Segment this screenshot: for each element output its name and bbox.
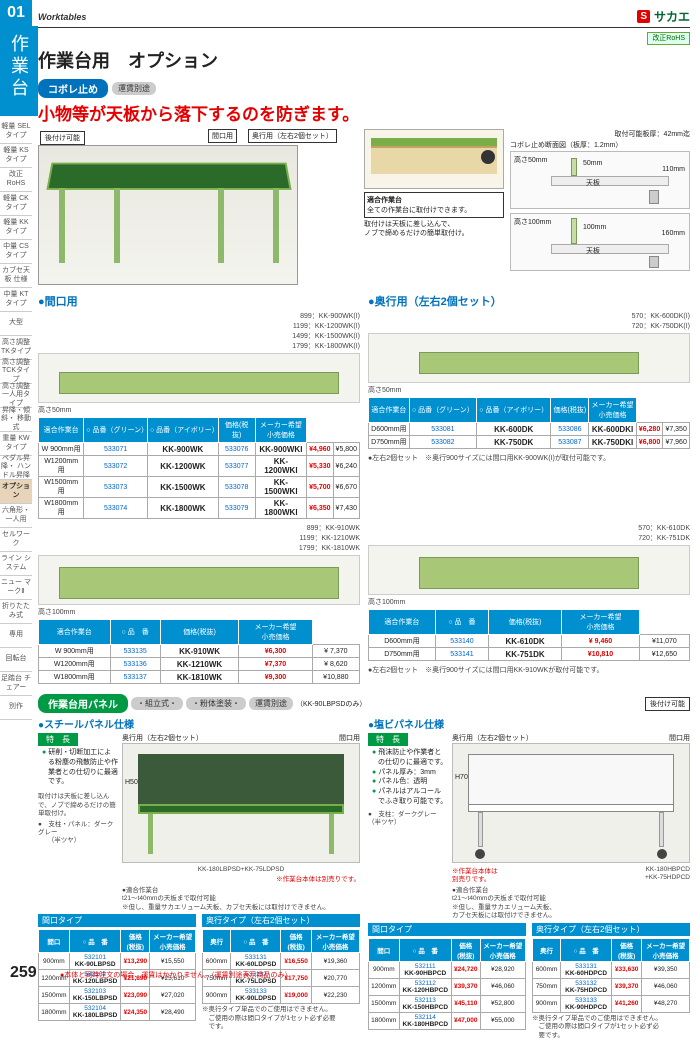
compat-text: 全ての作業台に取付けできます。 — [367, 207, 471, 214]
side-item: 折りたたみ式 — [0, 600, 32, 624]
okuyuki-height: 高さ50mm — [368, 385, 690, 395]
compat-title: 適合作業台 — [367, 197, 402, 204]
dimension-diagram-50: 高さ50mm 50mm 110mm 天板 — [510, 151, 690, 209]
chapter-title: 作業台 — [0, 26, 38, 116]
maguchi-dims: 899：KK-900WK(I) 1199：KK-1200WK(I) 1499：K… — [38, 311, 360, 351]
side-item: 高さ調整 TKタイプ — [0, 336, 32, 360]
side-item: 足踏台 チェアー — [0, 672, 32, 696]
section2-tag: 作業台用パネル — [38, 694, 128, 713]
vinyl-maguchi-table: 間口○ 品 番価格(税抜)メーカー希望小売価格900mm532111KK-90H… — [368, 938, 526, 1030]
shipping-tag: 運賃別途 — [112, 82, 156, 95]
okuyuki100-image — [368, 545, 690, 595]
side-item: 大型 — [0, 312, 32, 336]
detail-illustration — [364, 129, 504, 189]
vinyl-okuyuki-table: 奥行○ 品 番価格(税抜)メーカー希望小売価格600mm533131KK-60H… — [532, 938, 690, 1013]
section-tag: コボレ止め — [38, 79, 108, 98]
okuyuki-note: ●左右2個セット ※奥行900サイズには間口用KK-900WK(I)が取付可能で… — [368, 453, 690, 463]
maguchi100-image — [38, 555, 360, 605]
side-item: オプション — [0, 480, 32, 504]
side-item: 軽量 KSタイプ — [0, 144, 32, 168]
retrofit-badge: 後付け可能 — [40, 131, 85, 145]
side-item: 昇降・傾斜・ 移動式 — [0, 408, 32, 432]
logo-text: サカエ — [654, 8, 690, 25]
page-number: 259 — [10, 964, 37, 982]
label-okuyuki: 奥行用（左右2個セット） — [248, 129, 337, 143]
side-item: 別作 — [0, 696, 32, 720]
headline: 小物等が天板から落下するのを防ぎます。 — [38, 100, 690, 125]
side-item: 軽量 CKタイプ — [0, 192, 32, 216]
maguchi-image — [38, 353, 360, 403]
steel-panel-photo: H500 — [122, 743, 360, 863]
dim-sub: 取付可能板厚：42mm迄 — [510, 129, 690, 139]
side-items-list: 軽量 SELタイプ軽量 KSタイプ改正RoHS軽量 CKタイプ軽量 KKタイプ中… — [0, 120, 32, 720]
logo-s-icon: S — [637, 10, 650, 23]
side-item: ライン システム — [0, 552, 32, 576]
side-item: 軽量 KKタイプ — [0, 216, 32, 240]
side-item: 軽量 SELタイプ — [0, 120, 32, 144]
maguchi100-table: 適合作業台○ 品 番価格(税抜)メーカー希望小売価格W 900mm用533135… — [38, 619, 360, 684]
side-item: 改正RoHS — [0, 168, 32, 192]
page-header: Worktables S サカエ — [38, 8, 690, 28]
side-item: セルワーク — [0, 528, 32, 552]
dimension-diagram-100: 高さ100mm 100mm 160mm 天板 — [510, 213, 690, 271]
label-maguchi: 間口用 — [208, 129, 237, 143]
maguchi-title: 間口用 — [38, 293, 360, 309]
dim-title: コボレ止め断面図（板厚：1.2mm） — [510, 140, 690, 150]
side-item: 高さ調整 一人用タイプ — [0, 384, 32, 408]
okuyuki100-table: 適合作業台○ 品 番価格(税抜)メーカー希望小売価格D600mm用533140K… — [368, 609, 690, 661]
side-item: 中量 CSタイプ — [0, 240, 32, 264]
install-note: 取付けは天板に差し込んで、 ノブで締めるだけの簡単取付け。 — [364, 220, 504, 238]
chapter-number: 01 — [0, 0, 32, 26]
maguchi-height: 高さ50mm — [38, 405, 360, 415]
vinyl-title: 塩ビパネル仕様 — [368, 716, 690, 731]
side-item: 専用 — [0, 624, 32, 648]
okuyuki-dims: 570：KK-600DK(I) 720：KK-750DK(I) — [368, 311, 690, 331]
okuyuki-table: 適合作業台○ 品番（グリーン）○ 品番（アイボリー）価格(税抜)メーカー希望小売… — [368, 397, 690, 449]
vinyl-features: 飛沫防止や作業者との仕切りに最適です。パネル厚み：3mmパネル色：透明パネルはア… — [368, 748, 448, 807]
steel-features: 研削・切断加工による粉塵の飛散防止や作業者との仕切りに最適です。 — [38, 748, 118, 787]
steel-title: スチールパネル仕様 — [38, 716, 360, 731]
side-item: 高さ調整 TCKタイプ — [0, 360, 32, 384]
okuyuki-title: 奥行用（左右2個セット） — [368, 293, 690, 309]
vinyl-panel-photo: H700 — [452, 743, 690, 863]
footer-note: ●本体と同時注文の場合、運賃はかかりません。（運賃別途表示商品のみ） — [60, 970, 292, 980]
maguchi-table: 適合作業台○ 品番（グリーン）○ 品番（アイボリー）価格(税抜)メーカー希望小売… — [38, 417, 360, 519]
side-item: 六角形・ 一人用 — [0, 504, 32, 528]
side-navigation: 01 作業台 軽量 SELタイプ軽量 KSタイプ改正RoHS軽量 CKタイプ軽量… — [0, 0, 32, 990]
page-title: 作業台用 オプション — [38, 47, 690, 73]
side-item: 回転台 — [0, 648, 32, 672]
okuyuki-image — [368, 333, 690, 383]
workbench-illustration — [38, 145, 298, 285]
steel-okuyuki-table: 奥行○ 品 番価格(税抜)メーカー希望小売価格600mm533131KK-60L… — [202, 929, 360, 1004]
side-item: 重量 KWタイプ — [0, 432, 32, 456]
side-item: 中量 KTタイプ — [0, 288, 32, 312]
rohs-badge: 改正RoHS — [647, 32, 690, 45]
side-item: カブセ天板 仕様 — [0, 264, 32, 288]
side-item: ニュー マークⅡ — [0, 576, 32, 600]
side-item: ペダル昇降・ ハンドル昇降 — [0, 456, 32, 480]
brand-category: Worktables — [38, 12, 86, 22]
